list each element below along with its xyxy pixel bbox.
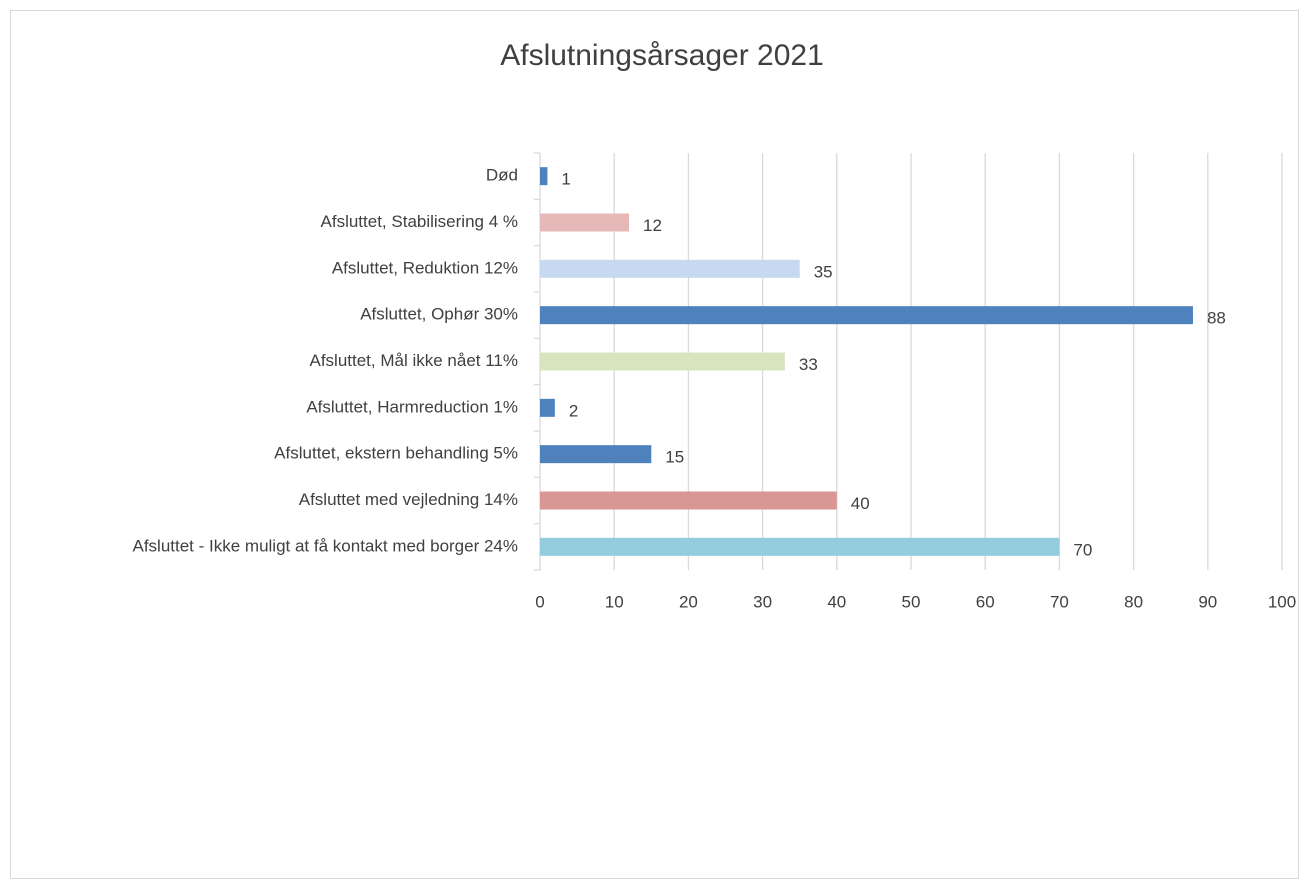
y-tick-label: Afsluttet, ekstern behandling 5%: [274, 444, 518, 463]
chart-title: Afslutningsårsager 2021: [500, 39, 824, 72]
x-tick-label: 90: [1198, 592, 1217, 611]
value-label: 33: [799, 355, 818, 374]
bar: [540, 537, 1060, 556]
x-tick-label: 0: [535, 592, 544, 611]
bar: [540, 259, 800, 278]
x-tick-label: 100: [1268, 592, 1296, 611]
value-label: 12: [643, 216, 662, 235]
chart-border: [10, 10, 1299, 879]
bar: [540, 445, 652, 464]
x-tick-label: 50: [902, 592, 921, 611]
y-tick-label: Afsluttet, Harmreduction 1%: [306, 397, 518, 416]
bar: [540, 352, 785, 371]
bar: [540, 398, 555, 417]
value-label: 70: [1073, 540, 1092, 559]
x-tick-label: 60: [976, 592, 995, 611]
x-tick-label: 30: [753, 592, 772, 611]
value-label: 15: [665, 448, 684, 467]
y-tick-label: Afsluttet - Ikke muligt at få kontakt me…: [132, 536, 518, 555]
x-tick-label: 80: [1124, 592, 1143, 611]
value-label: 35: [814, 262, 833, 281]
bar: [540, 306, 1193, 325]
x-tick-label: 40: [827, 592, 846, 611]
y-tick-label: Afsluttet, Mål ikke nået 11%: [309, 351, 518, 370]
x-tick-label: 70: [1050, 592, 1069, 611]
y-tick-label: Død: [486, 166, 518, 185]
value-label: 88: [1207, 309, 1226, 328]
bar: [540, 491, 837, 510]
y-tick-label: Afsluttet, Reduktion 12%: [332, 258, 518, 277]
y-tick-label: Afsluttet med vejledning 14%: [299, 490, 518, 509]
value-label: 40: [851, 494, 870, 513]
value-label: 1: [561, 170, 570, 189]
bar: [540, 167, 548, 186]
bar: [540, 213, 630, 232]
y-tick-label: Afsluttet, Ophør 30%: [360, 305, 518, 324]
value-label: 2: [569, 401, 578, 420]
x-tick-label: 10: [605, 592, 624, 611]
y-tick-label: Afsluttet, Stabilisering 4 %: [321, 212, 518, 231]
x-tick-label: 20: [679, 592, 698, 611]
